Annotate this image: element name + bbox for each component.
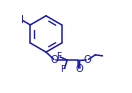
Text: O: O bbox=[75, 64, 83, 74]
Text: O: O bbox=[51, 55, 59, 65]
Text: F: F bbox=[61, 65, 66, 74]
Text: F: F bbox=[56, 52, 61, 61]
Text: I: I bbox=[21, 15, 24, 25]
Text: O: O bbox=[84, 55, 91, 65]
